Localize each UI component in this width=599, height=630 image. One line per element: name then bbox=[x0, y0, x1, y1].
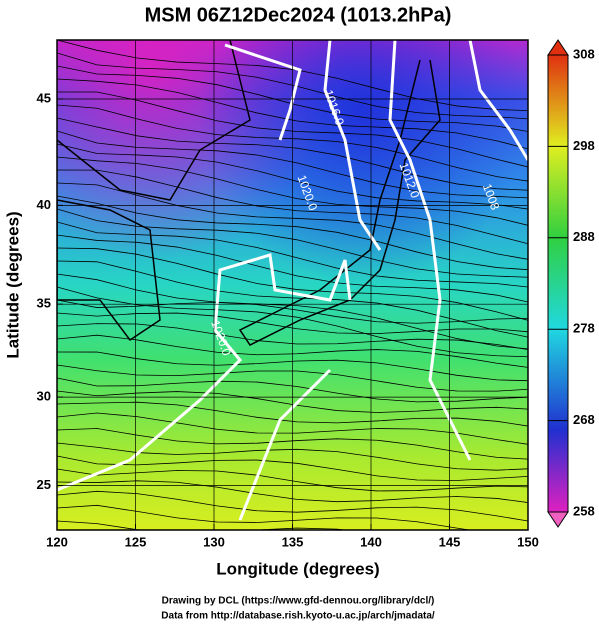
streamline bbox=[57, 428, 528, 460]
y-tick-label: 35 bbox=[37, 296, 51, 311]
isobar bbox=[57, 40, 528, 521]
streamline bbox=[57, 390, 528, 413]
streamline bbox=[57, 234, 528, 303]
x-tick-label: 120 bbox=[46, 534, 68, 549]
y-tick-label: 30 bbox=[37, 389, 51, 404]
x-tick-label: 145 bbox=[439, 534, 461, 549]
colorbar-tick-label: 288 bbox=[573, 229, 595, 244]
streamline bbox=[57, 364, 528, 392]
streamline bbox=[57, 117, 528, 191]
streamline bbox=[57, 208, 528, 278]
colorbar-tick-label: 268 bbox=[573, 412, 595, 427]
streamline bbox=[57, 182, 528, 260]
streamline bbox=[57, 156, 528, 226]
streamline bbox=[57, 323, 528, 351]
streamline bbox=[57, 247, 528, 321]
footer: Drawing by DCL (https://www.gfd-dennou.o… bbox=[162, 596, 435, 607]
colorbar-tick-label: 298 bbox=[573, 138, 595, 153]
colorbar-extend bbox=[547, 39, 569, 56]
streamline bbox=[57, 221, 528, 288]
y-axis-label: Latitude (degrees) bbox=[3, 211, 22, 358]
streamline bbox=[57, 286, 528, 358]
streamline bbox=[57, 104, 528, 182]
streamline bbox=[57, 91, 528, 168]
colorbar-tick-label: 258 bbox=[573, 503, 595, 518]
streamline bbox=[57, 195, 528, 271]
streamline bbox=[57, 468, 528, 492]
streamline bbox=[57, 130, 528, 199]
streamline bbox=[57, 401, 528, 427]
x-tick-label: 135 bbox=[282, 534, 304, 549]
streamline bbox=[57, 78, 528, 150]
colorbar-extend bbox=[547, 511, 569, 528]
streamline bbox=[57, 377, 528, 403]
streamline bbox=[57, 260, 528, 338]
chart-title: MSM 06Z12Dec2024 (1013.2hPa) bbox=[145, 4, 452, 26]
streamline bbox=[57, 490, 528, 522]
x-tick-label: 130 bbox=[203, 534, 225, 549]
y-tick-label: 40 bbox=[37, 197, 51, 212]
streamline bbox=[57, 169, 528, 245]
x-tick-label: 140 bbox=[360, 534, 382, 549]
x-tick-label: 150 bbox=[517, 534, 539, 549]
streamline bbox=[57, 312, 528, 335]
colorbar-tick-label: 308 bbox=[573, 46, 595, 61]
streamline bbox=[57, 480, 528, 503]
coastline bbox=[57, 199, 161, 342]
streamline bbox=[57, 65, 528, 132]
streamline bbox=[57, 143, 528, 210]
streamline bbox=[57, 334, 528, 368]
colorbar-tick-label: 278 bbox=[573, 321, 595, 336]
x-tick-label: 125 bbox=[125, 534, 147, 549]
streamline bbox=[57, 273, 528, 350]
coastline bbox=[57, 40, 251, 201]
streamline bbox=[57, 504, 472, 530]
footer: Data from http://database.rish.kyoto-u.a… bbox=[161, 611, 435, 622]
x-axis-label: Longitude (degrees) bbox=[216, 559, 379, 578]
streamline bbox=[57, 299, 528, 324]
streamline bbox=[57, 455, 528, 481]
colorbar bbox=[547, 54, 569, 513]
streamline bbox=[57, 351, 528, 382]
y-tick-label: 25 bbox=[37, 477, 51, 492]
y-tick-label: 45 bbox=[37, 90, 51, 105]
